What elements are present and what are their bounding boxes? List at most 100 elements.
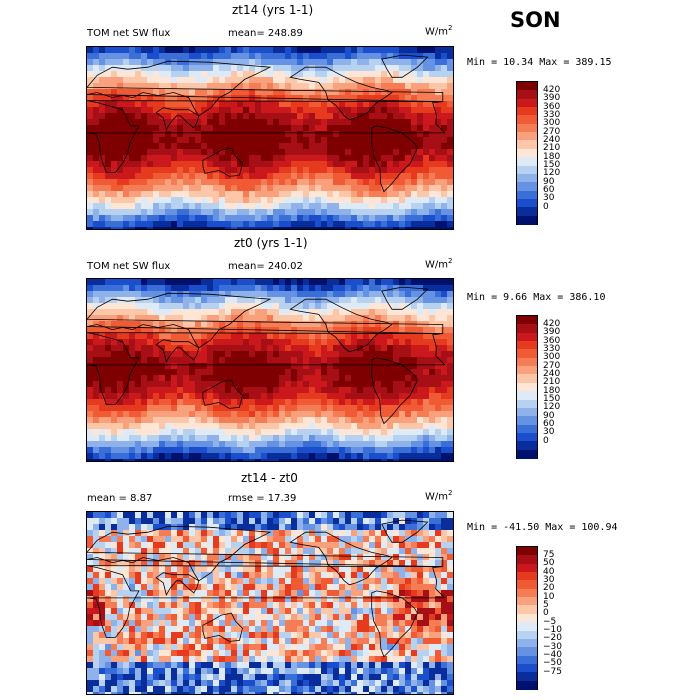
colorbar-swatch <box>517 332 537 342</box>
colorbar-swatch <box>517 407 537 417</box>
colorbar-tick-label: 90 <box>543 410 555 421</box>
colorbar-swatch <box>517 182 537 192</box>
panel-1-mean-label: mean= 248.89 <box>228 28 303 39</box>
colorbar-swatch <box>517 622 537 632</box>
colorbar-tick-label: 30 <box>543 574 555 585</box>
colorbar-tick-label: 210 <box>543 143 561 154</box>
colorbar-swatch <box>517 366 537 376</box>
colorbar-tick-label: 0 <box>543 435 549 446</box>
colorbar-tick-label: 180 <box>543 151 561 162</box>
colorbar-swatch <box>517 555 537 565</box>
coastline <box>289 531 393 586</box>
colorbar-tick-label: 150 <box>543 394 561 405</box>
colorbar-tick-label: 390 <box>543 93 561 104</box>
colorbar-swatch <box>517 148 537 158</box>
colorbar-swatch <box>517 82 537 91</box>
colorbar-swatch <box>517 605 537 615</box>
colorbar-tick-label: 420 <box>543 84 561 95</box>
colorbar-swatch <box>517 341 537 350</box>
panel-2-map <box>86 278 454 462</box>
coastline <box>381 286 429 310</box>
colorbar-swatch <box>517 382 537 392</box>
panel-1-map-field <box>87 47 453 229</box>
panel-2-minmax: Min = 9.66 Max = 386.10 <box>467 292 606 303</box>
colorbar-tick-label: 120 <box>543 402 561 413</box>
colorbar-swatch <box>517 647 537 657</box>
colorbar-tick-label: 390 <box>543 327 561 338</box>
colorbar-swatch <box>517 207 537 217</box>
panel-1-units: W/m2 <box>425 24 453 38</box>
coastline <box>87 292 444 349</box>
colorbar-swatch <box>517 132 537 142</box>
colorbar-tick-label: 30 <box>543 427 555 438</box>
panel-1-minmax: Min = 10.34 Max = 389.15 <box>467 57 612 68</box>
colorbar-swatch <box>517 157 537 167</box>
panel-3-rmse-label: rmse = 17.39 <box>228 493 297 504</box>
panel-2-units: W/m2 <box>425 257 453 271</box>
colorbar-swatch <box>517 399 537 409</box>
colorbar-swatch <box>517 357 537 367</box>
colorbar-tick-label: 270 <box>543 360 561 371</box>
colorbar-swatch <box>517 547 537 556</box>
colorbar-swatch <box>517 374 537 384</box>
colorbar-swatch <box>517 115 537 125</box>
colorbar-tick-label: −5 <box>543 616 557 627</box>
panel-3-units: W/m2 <box>425 489 453 503</box>
coastline <box>202 147 243 177</box>
colorbar-swatch <box>517 597 537 607</box>
panel-1-title: zt14 (yrs 1-1) <box>232 3 314 17</box>
colorbar-tick-label: 150 <box>543 160 561 171</box>
coastline <box>202 612 243 642</box>
coastline <box>371 125 418 193</box>
colorbar-swatch <box>517 98 537 108</box>
colorbar-tick-label: 20 <box>543 583 555 594</box>
coastline <box>87 525 444 582</box>
colorbar-swatch <box>517 324 537 334</box>
colorbar-tick-label: −75 <box>543 666 562 677</box>
panel-1-map <box>86 46 454 230</box>
colorbar-swatch <box>517 449 537 459</box>
colorbar-swatch <box>517 441 537 451</box>
colorbar-tick-label: 50 <box>543 558 555 569</box>
colorbar-tick-label: 330 <box>543 109 561 120</box>
colorbar-swatch <box>517 416 537 426</box>
colorbar-tick-label: 0 <box>543 608 549 619</box>
colorbar-swatch <box>517 588 537 598</box>
coastline <box>155 572 200 596</box>
colorbar-tick-label: 420 <box>543 318 561 329</box>
colorbar-swatch <box>517 198 537 208</box>
colorbar-tick-label: 270 <box>543 126 561 137</box>
colorbar-tick-label: −40 <box>543 650 562 661</box>
panel-1-colorbar: 420 390 360 330 300 270 240 210 180 150 120 90 60 30 0 <box>516 81 560 225</box>
coastline <box>202 379 243 409</box>
colorbar-swatch <box>517 424 537 434</box>
colorbar-tick-label: −10 <box>543 625 562 636</box>
colorbar-tick-label: 300 <box>543 118 561 129</box>
panel-2-field-label: TOM net SW flux <box>87 261 171 272</box>
colorbar-tick-label: −30 <box>543 641 562 652</box>
colorbar-swatch <box>517 165 537 175</box>
colorbar-swatch <box>517 432 537 442</box>
colorbar-swatch <box>517 580 537 590</box>
colorbar-tick-label: 60 <box>543 419 555 430</box>
colorbar-tick-label: 40 <box>543 566 555 577</box>
colorbar-swatch <box>517 215 537 225</box>
coastline <box>87 332 446 405</box>
coastline <box>381 519 429 543</box>
colorbar-tick-label: 75 <box>543 549 555 560</box>
coastline <box>289 66 393 121</box>
colorbar-tick-label: 60 <box>543 185 555 196</box>
colorbar-tick-label: 0 <box>543 201 549 212</box>
colorbar-tick-label: 180 <box>543 385 561 396</box>
panel-3-title: zt14 - zt0 <box>241 471 298 485</box>
colorbar-swatch <box>517 680 537 690</box>
coastline <box>155 107 200 131</box>
colorbar-tick-label: 10 <box>543 591 555 602</box>
colorbar-tick-label: 5 <box>543 599 549 610</box>
colorbar-swatch <box>517 672 537 682</box>
colorbar-tick-label: 240 <box>543 134 561 145</box>
colorbar-swatch <box>517 391 537 401</box>
coastline <box>289 298 393 353</box>
coastline <box>381 54 429 78</box>
colorbar-swatch <box>517 630 537 640</box>
